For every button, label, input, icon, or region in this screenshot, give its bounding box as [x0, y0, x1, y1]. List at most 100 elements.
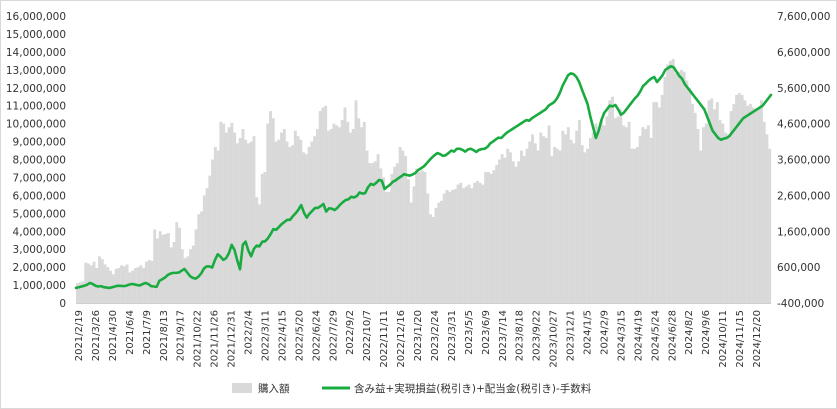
x-tick-label: 2024/1/5	[583, 310, 594, 355]
bar	[768, 148, 772, 303]
bar	[161, 234, 165, 303]
bar	[81, 281, 85, 303]
bar	[393, 166, 397, 303]
bar	[326, 130, 330, 303]
bar	[710, 98, 714, 303]
bar	[451, 189, 454, 303]
bar	[302, 152, 306, 303]
bar	[688, 87, 692, 303]
bar	[448, 191, 452, 303]
bar	[613, 118, 617, 304]
right-tick-label: 7,600,000	[777, 11, 830, 23]
bar	[674, 73, 678, 304]
x-tick-label: 2023/8/18	[515, 310, 526, 361]
x-tick-label: 2023/12/1	[566, 310, 577, 361]
bar	[718, 120, 722, 303]
bar	[120, 265, 124, 303]
x-tick-label: 2021/8/13	[159, 310, 170, 361]
bar	[431, 216, 435, 303]
bar	[208, 175, 212, 303]
x-tick-label: 2023/5/5	[464, 310, 475, 355]
bar	[724, 132, 728, 303]
left-tick-label: 3,000,000	[13, 244, 66, 256]
bar	[605, 116, 609, 303]
x-tick-label: 2022/10/7	[362, 310, 373, 361]
bar	[542, 136, 545, 303]
x-tick-label: 2022/7/29	[328, 310, 339, 361]
x-tick-label: 2023/10/27	[549, 310, 560, 368]
bar	[150, 260, 154, 303]
bar	[699, 150, 703, 303]
right-tick-label: 3,600,000	[777, 155, 830, 167]
bar	[395, 163, 399, 303]
x-tick-label: 2024/3/15	[616, 310, 627, 361]
bar	[633, 148, 637, 303]
bar	[445, 189, 449, 303]
x-tick-label: 2021/12/31	[227, 310, 238, 368]
legend-bar-swatch	[232, 383, 252, 393]
bar	[153, 229, 157, 303]
bar	[751, 107, 755, 303]
bar	[103, 264, 107, 303]
bar	[252, 136, 256, 303]
x-tick-label: 2021/9/17	[176, 310, 187, 361]
bar	[420, 170, 424, 303]
left-tick-label: 6,000,000	[13, 190, 66, 202]
bar	[106, 267, 110, 304]
bar	[379, 168, 383, 303]
bar	[713, 109, 716, 304]
x-tick-label: 2022/11/11	[379, 310, 390, 368]
bar	[200, 211, 204, 303]
bar	[277, 139, 281, 303]
bar	[602, 125, 606, 303]
bar	[313, 136, 317, 303]
bar	[434, 207, 438, 303]
bar	[641, 127, 645, 304]
bar	[754, 109, 758, 304]
left-tick-label: 10,000,000	[6, 119, 66, 131]
bar	[235, 143, 239, 303]
bar	[167, 233, 170, 303]
bar	[412, 186, 416, 303]
bar	[415, 168, 419, 303]
bar	[679, 69, 683, 303]
bar	[125, 264, 129, 303]
bar	[489, 173, 493, 303]
x-tick-label: 2024/10/11	[718, 310, 729, 368]
x-tick-label: 2023/7/14	[498, 310, 509, 361]
x-tick-label: 2022/9/2	[345, 310, 356, 355]
bar	[588, 137, 592, 303]
bar	[456, 184, 460, 303]
bar	[202, 195, 206, 304]
bar	[368, 163, 372, 303]
bar	[354, 100, 358, 303]
bar	[142, 268, 146, 303]
bar	[280, 132, 283, 303]
bar	[583, 152, 587, 303]
x-tick-label: 2022/6/24	[311, 310, 322, 361]
bar	[566, 127, 570, 304]
bar	[561, 130, 565, 303]
bar	[475, 181, 479, 303]
x-tick-label: 2023/2/24	[430, 310, 441, 361]
bar	[577, 120, 581, 303]
bar	[100, 259, 104, 303]
left-tick-label: 0	[59, 298, 66, 310]
bar	[222, 123, 226, 304]
bar	[304, 154, 308, 303]
bar	[404, 155, 408, 303]
left-tick-label: 15,000,000	[6, 29, 66, 41]
bar	[547, 125, 551, 303]
bar	[299, 139, 303, 303]
bar	[357, 118, 361, 304]
left-tick-label: 7,000,000	[13, 172, 66, 184]
bar	[164, 233, 168, 303]
bar	[517, 161, 521, 303]
bar	[630, 148, 634, 303]
bar	[398, 146, 402, 303]
x-tick-label: 2024/9/6	[701, 310, 712, 355]
bar	[492, 170, 496, 303]
right-tick-label: -400,000	[777, 298, 824, 310]
x-tick-label: 2021/3/26	[91, 310, 102, 361]
